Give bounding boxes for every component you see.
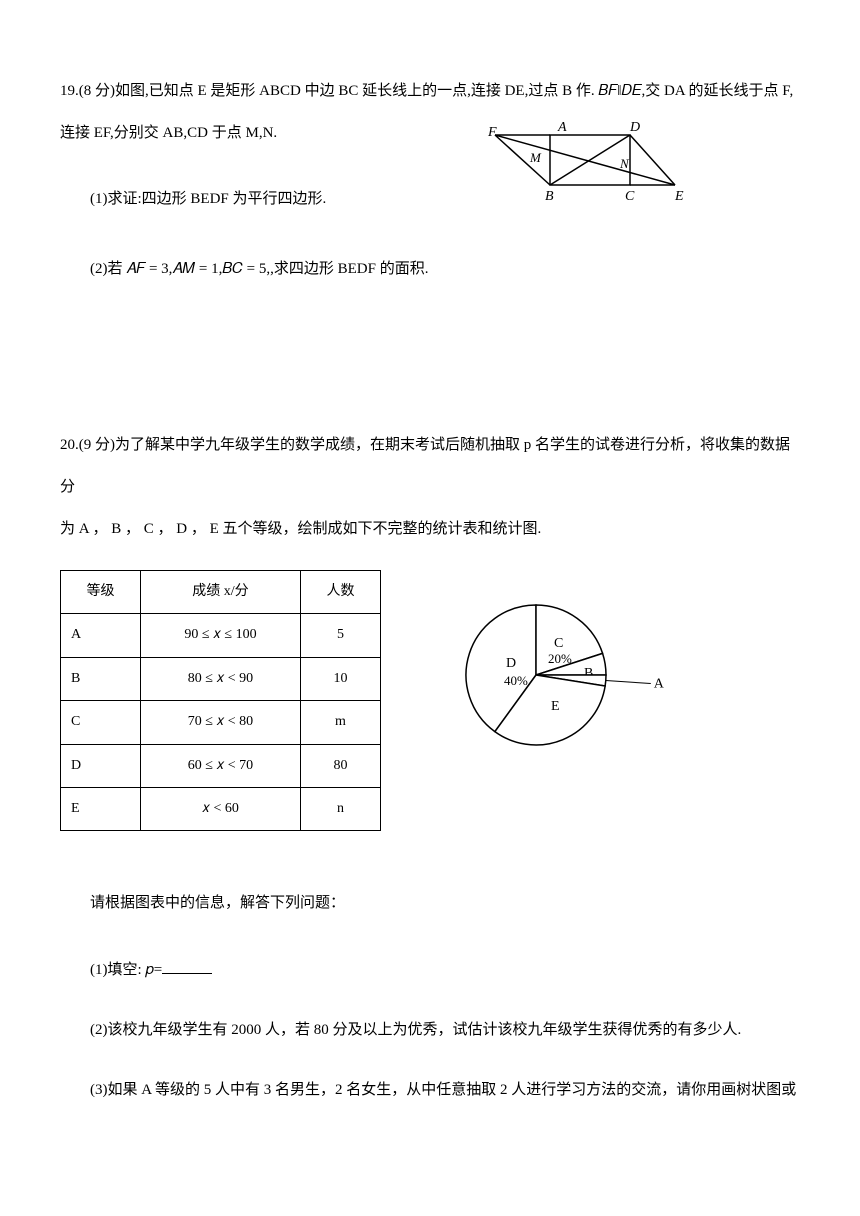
cell-grade: C: [61, 701, 141, 744]
cell-count: 5: [301, 614, 381, 657]
q20-part3: (3)如果 A 等级的 5 人中有 3 名男生，2 名女生，从中任意抽取 2 人…: [90, 1075, 800, 1105]
cell-score: 𝑥 < 60: [141, 787, 301, 830]
pie-label-D: D: [506, 656, 516, 671]
th-count: 人数: [301, 571, 381, 614]
pie-pointer-A: [606, 680, 651, 683]
cell-grade: A: [61, 614, 141, 657]
label-C: C: [625, 189, 635, 204]
problem-20-stem: 20.(9 分)为了解某中学九年级学生的数学成绩，在期末考试后随机抽取 p 名学…: [60, 424, 800, 550]
th-grade: 等级: [61, 571, 141, 614]
cell-grade: D: [61, 744, 141, 787]
label-N: N: [619, 156, 630, 171]
pie-svg: D40%C20%BAE: [441, 590, 671, 760]
parallelogram-diagram: F A D M N B C E: [480, 120, 690, 227]
problem-19: 19.(8 分)如图,已知点 E 是矩形 ABCD 中边 BC 延长线上的一点,…: [60, 70, 800, 284]
q19-line2: 连接 EF,分别交 AB,CD 于点 M,N.: [60, 125, 277, 141]
q20-part2: (2)该校九年级学生有 2000 人，若 80 分及以上为优秀，试估计该校九年级…: [90, 1015, 800, 1045]
label-B: B: [545, 189, 554, 204]
q20-part1: (1)填空: 𝑝=: [90, 955, 800, 985]
q20-part1-text: (1)填空: 𝑝=: [90, 962, 162, 978]
pie-pct-D: 40%: [504, 673, 528, 688]
pie-label-A: A: [654, 676, 665, 691]
cell-count: n: [301, 787, 381, 830]
table-row: D60 ≤ 𝑥 < 7080: [61, 744, 381, 787]
cell-count: 10: [301, 657, 381, 700]
label-D: D: [629, 120, 640, 135]
cell-score: 80 ≤ 𝑥 < 90: [141, 657, 301, 700]
cell-score: 60 ≤ 𝑥 < 70: [141, 744, 301, 787]
label-A: A: [557, 120, 567, 135]
table-row: A90 ≤ 𝑥 ≤ 1005: [61, 614, 381, 657]
cell-score: 70 ≤ 𝑥 < 80: [141, 701, 301, 744]
q19-part1: (1)求证:四边形 BEDF 为平行四边形.: [90, 184, 800, 214]
fill-blank: [162, 973, 212, 974]
table-row: B80 ≤ 𝑥 < 9010: [61, 657, 381, 700]
q19-header: 19.(8 分)如图,已知点 E 是矩形 ABCD 中边 BC 延长线上的一点,…: [60, 83, 793, 99]
label-E: E: [674, 189, 684, 204]
q20-instruction: 请根据图表中的信息，解答下列问题：: [90, 891, 800, 915]
cell-grade: E: [61, 787, 141, 830]
q20-line2: 为 A ， B ， C ， D ， E 五个等级，绘制成如下不完整的统计表和统计…: [60, 521, 541, 537]
table-row: C70 ≤ 𝑥 < 80m: [61, 701, 381, 744]
label-M: M: [529, 150, 542, 165]
problem-19-stem: 19.(8 分)如图,已知点 E 是矩形 ABCD 中边 BC 延长线上的一点,…: [60, 70, 800, 154]
stats-table: 等级 成绩 x/分 人数 A90 ≤ 𝑥 ≤ 1005B80 ≤ 𝑥 < 901…: [60, 570, 381, 831]
q20-header: 20.(9 分)为了解某中学九年级学生的数学成绩，在期末考试后随机抽取 p 名学…: [60, 437, 790, 495]
cell-count: 80: [301, 744, 381, 787]
q19-svg: F A D M N B C E: [480, 120, 690, 210]
cell-score: 90 ≤ 𝑥 ≤ 100: [141, 614, 301, 657]
th-score: 成绩 x/分: [141, 571, 301, 614]
label-F: F: [487, 125, 497, 140]
table-row: E𝑥 < 60n: [61, 787, 381, 830]
pie-label-C: C: [554, 636, 563, 651]
problem-20: 20.(9 分)为了解某中学九年级学生的数学成绩，在期末考试后随机抽取 p 名学…: [60, 424, 800, 1105]
cell-count: m: [301, 701, 381, 744]
cell-grade: B: [61, 657, 141, 700]
q20-data-row: 等级 成绩 x/分 人数 A90 ≤ 𝑥 ≤ 1005B80 ≤ 𝑥 < 901…: [60, 570, 800, 831]
pie-chart: D40%C20%BAE: [441, 590, 671, 768]
table-header-row: 等级 成绩 x/分 人数: [61, 571, 381, 614]
pie-label-E: E: [551, 699, 560, 714]
q19-part2: (2)若 𝐴𝐹 = 3,𝐴𝑀 = 1,𝐵𝐶 = 5,,求四边形 BEDF 的面积…: [90, 254, 800, 284]
